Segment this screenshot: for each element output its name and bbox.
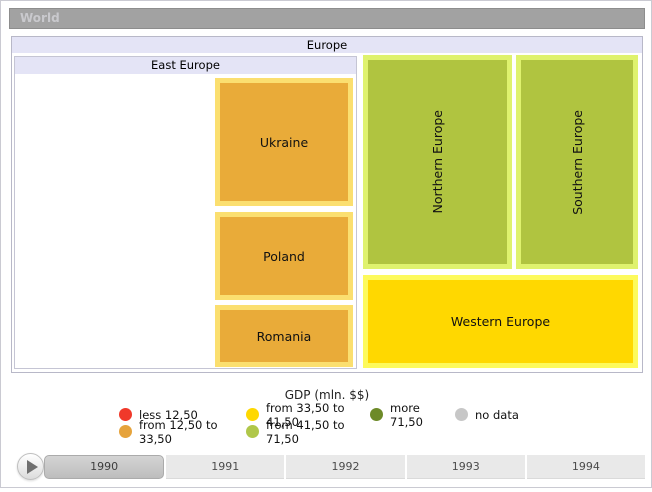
legend-swatch-lightgreen-icon (246, 425, 259, 438)
timeline-year-1992[interactable]: 1992 (286, 455, 405, 479)
legend: less 12,50 from 33,50 to 41,50 more 71,5… (119, 401, 551, 446)
treemap-node-southern-europe[interactable]: Southern Europe (516, 55, 638, 269)
legend-item-label: from 41,50 to 71,50 (266, 417, 345, 446)
legend-item-less-12-50: less 12,50 (119, 406, 246, 423)
timeline-year-1993[interactable]: 1993 (406, 455, 525, 479)
legend-item-12-50-to-33-50: from 12,50 to 33,50 (119, 418, 246, 446)
legend-item-no-data: no data (455, 406, 551, 423)
treemap-node-label: Western Europe (450, 314, 551, 329)
play-icon (27, 459, 38, 474)
timeline-year-1994[interactable]: 1994 (526, 455, 646, 479)
treemap-node-northern-europe[interactable]: Northern Europe (363, 55, 512, 269)
play-button[interactable] (17, 453, 44, 480)
legend-item-label: no data (475, 407, 519, 422)
treemap-node-label: Poland (263, 248, 305, 264)
legend-title: GDP (mln. $$) (284, 388, 370, 402)
treemap-node-romania[interactable]: Romania (215, 305, 353, 367)
treemap-node-label: Northern Europe (430, 110, 445, 214)
breadcrumb-world[interactable]: World (9, 8, 645, 29)
timeline-year-1990[interactable]: 1990 (44, 455, 165, 479)
legend-item-label: from 33,50 to 41,50 (266, 400, 345, 429)
legend-item-more-71-50: more 71,50 (370, 401, 455, 429)
treemap-node-label: Southern Europe (569, 109, 585, 215)
treemap-node-label: Ukraine (259, 134, 309, 150)
treemap-node-label: Romania (256, 328, 312, 344)
treemap-header-east-europe[interactable]: East Europe (15, 57, 356, 74)
legend-swatch-gray-icon (455, 408, 468, 421)
legend-swatch-yellow-icon (246, 408, 259, 421)
timeline-year-1991[interactable]: 1991 (166, 455, 285, 479)
treemap-node-poland[interactable]: Poland (215, 212, 353, 300)
legend-item-41-50-to-71-50: from 41,50 to 71,50 (246, 418, 370, 446)
timeline: 1990 1991 1992 1993 1994 (44, 455, 646, 479)
legend-swatch-red-icon (119, 408, 132, 421)
treemap-header-europe[interactable]: Europe (12, 37, 642, 53)
legend-item-label: more 71,50 (390, 400, 423, 429)
treemap-node-western-europe[interactable]: Western Europe (363, 275, 638, 368)
legend-swatch-orange-icon (119, 425, 132, 438)
legend-item-33-50-to-41-50: from 33,50 to 41,50 (246, 401, 370, 429)
legend-swatch-darkgreen-icon (370, 408, 383, 421)
legend-item-label: less 12,50 (139, 407, 198, 422)
treemap-node-ukraine[interactable]: Ukraine (215, 78, 353, 206)
legend-item-label: from 12,50 to 33,50 (139, 417, 218, 446)
